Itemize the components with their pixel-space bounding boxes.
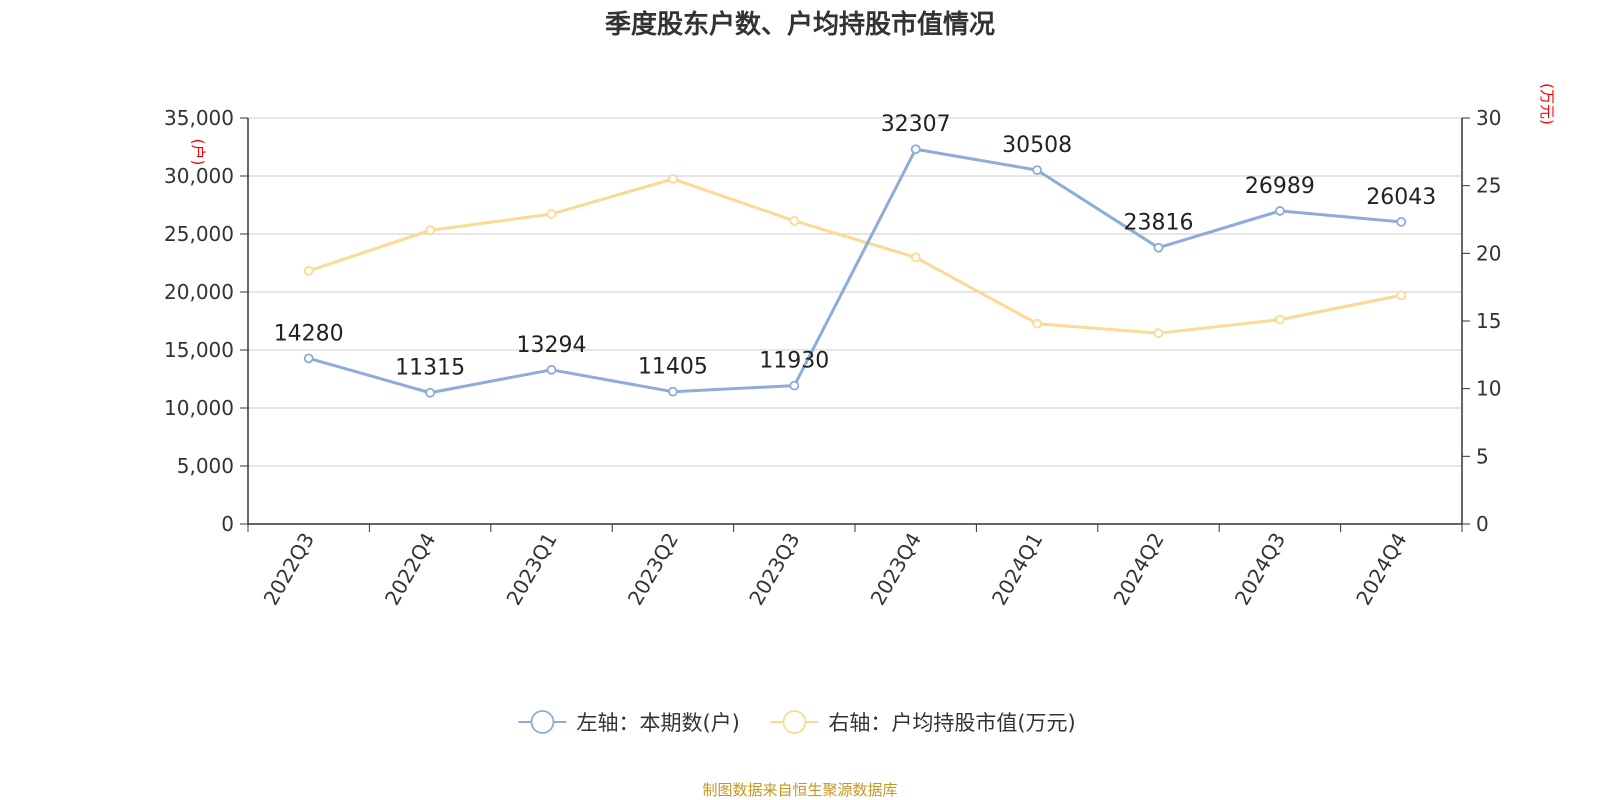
right-tick-label: 15 (1476, 309, 1501, 333)
x-tick-label: 2024Q1 (987, 529, 1047, 610)
data-point-left (1032, 165, 1042, 176)
legend-marker (782, 710, 807, 734)
axes: 0 5,000 10,000 15,000 20,000 25,000 30,000 35,0… (164, 83, 1556, 609)
x-tick-label: 2024Q3 (1230, 529, 1290, 610)
data-point-left (1396, 217, 1407, 227)
right-tick-label: 20 (1476, 241, 1501, 265)
left-axis-unit: (户) (189, 139, 207, 166)
data-label: 23816 (1124, 211, 1194, 236)
data-label: 11405 (638, 355, 708, 380)
grid-lines (248, 117, 1462, 467)
legend-label: 右轴：户均持股市值(万元) (828, 711, 1075, 735)
data-labels: 14280 11315 13294 11405 11930 32307 30508 23816… (274, 112, 1437, 381)
legend-marker (530, 710, 555, 734)
legend-item: 右轴：户均持股市值(万元) (770, 710, 1076, 735)
data-point-right (1396, 290, 1407, 301)
right-axis-unit: (万元) (1538, 83, 1556, 125)
data-point-right (668, 173, 678, 184)
data-point-left (425, 387, 436, 398)
x-tick-label: 2023Q1 (501, 529, 561, 610)
series-lines (303, 144, 1407, 398)
data-label: 11315 (395, 356, 465, 381)
x-tick-label: 2022Q3 (259, 529, 319, 610)
data-label: 32307 (881, 112, 951, 137)
x-tick-label: 2023Q2 (623, 529, 683, 610)
right-tick-label: 0 (1476, 512, 1489, 536)
data-point-right (1032, 318, 1042, 329)
data-point-right (1275, 314, 1285, 325)
right-tick-label: 10 (1476, 377, 1501, 401)
x-tick-label: 2023Q4 (866, 529, 926, 610)
data-point-left (303, 353, 314, 364)
data-point-right (425, 225, 436, 236)
series-line-left (308, 147, 1402, 395)
legend-label: 左轴：本期数(户) (576, 711, 739, 735)
right-tick-label: 5 (1476, 444, 1489, 468)
right-tick-label: 30 (1476, 106, 1501, 130)
data-label: 26043 (1366, 185, 1436, 210)
data-point-right (303, 266, 314, 276)
data-point-left (1153, 242, 1164, 253)
data-point-right (789, 215, 800, 226)
x-tick-label: 2022Q4 (380, 529, 440, 610)
legend-item: 左轴：本期数(户) (518, 710, 740, 735)
x-tick-label: 2024Q4 (1351, 529, 1411, 610)
source-note: 制图数据来自恒生聚源数据库 (702, 781, 898, 799)
left-tick-label: 20,000 (164, 280, 234, 304)
data-label: 13294 (517, 333, 587, 358)
left-tick-label: 5,000 (177, 454, 234, 478)
x-tick-label: 2023Q3 (744, 529, 804, 610)
series-line-right (308, 177, 1402, 335)
legend: 左轴：本期数(户) 右轴：户均持股市值(万元) (518, 710, 1076, 735)
data-point-right (910, 252, 921, 263)
right-tick-label: 25 (1476, 174, 1501, 198)
data-point-left (546, 364, 557, 375)
data-point-right (546, 209, 557, 219)
data-point-left (668, 386, 678, 397)
data-label: 30508 (1002, 133, 1072, 158)
data-label: 11930 (759, 349, 829, 374)
data-point-left (1275, 206, 1285, 216)
data-point-left (910, 144, 921, 155)
x-tick-label: 2024Q2 (1108, 529, 1168, 610)
data-label: 14280 (274, 321, 344, 346)
left-tick-label: 30,000 (164, 164, 234, 188)
left-tick-label: 15,000 (164, 338, 234, 362)
data-point-left (789, 380, 800, 391)
chart-title: 季度股东户数、户均持股市值情况 (604, 10, 995, 40)
left-tick-label: 0 (221, 512, 234, 536)
left-tick-label: 10,000 (164, 396, 234, 420)
left-tick-label: 25,000 (164, 222, 234, 246)
left-tick-label: 35,000 (164, 106, 234, 130)
data-label: 26989 (1245, 174, 1315, 199)
data-point-right (1153, 328, 1164, 339)
